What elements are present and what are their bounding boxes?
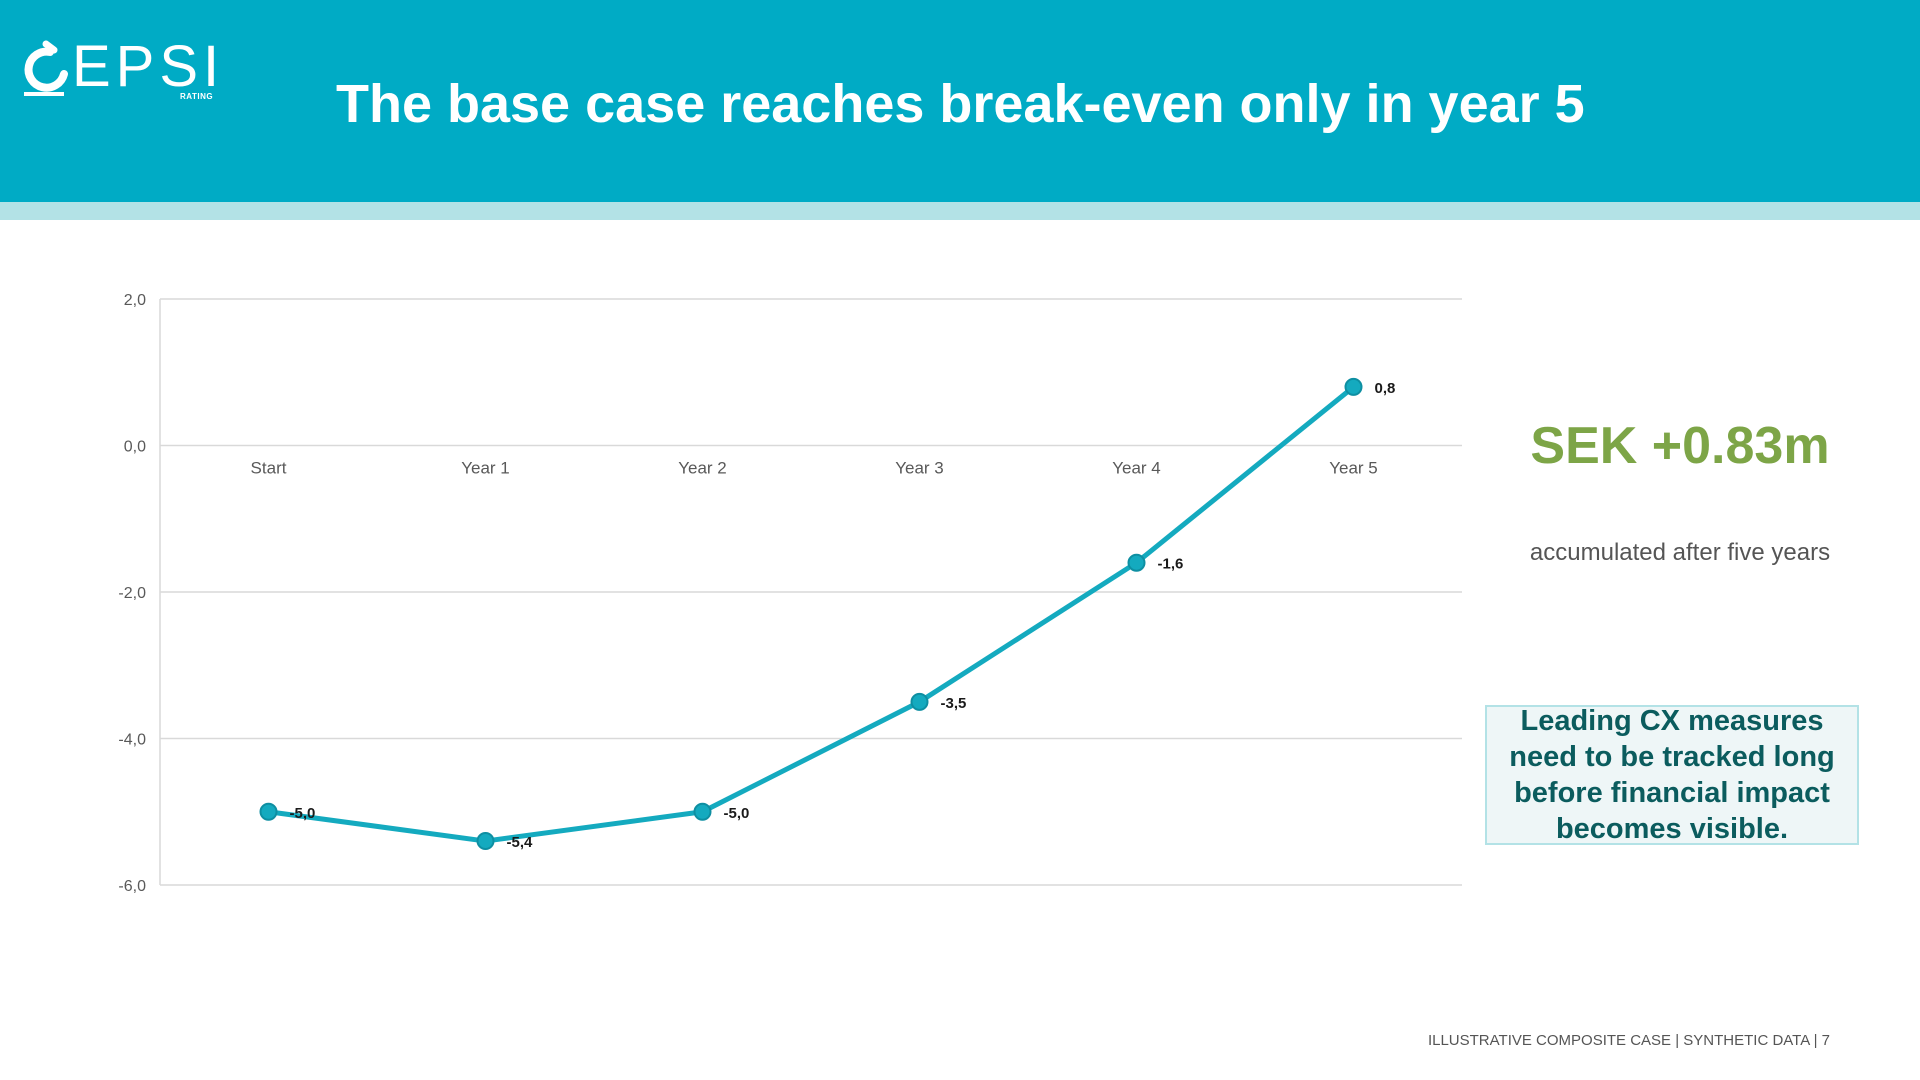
header-stripe: [0, 202, 1920, 220]
data-point: [259, 802, 278, 821]
y-tick-label: -4,0: [118, 732, 146, 749]
y-tick-label: -6,0: [118, 878, 146, 895]
callout-text: Leading CX measures need to be tracked l…: [1509, 705, 1835, 845]
series-line: [266, 384, 1356, 844]
data-point: [1344, 377, 1363, 396]
callout-box: Leading CX measures need to be tracked l…: [1485, 705, 1859, 845]
data-label: 0,8: [1375, 380, 1396, 397]
data-label: -3,5: [941, 695, 967, 712]
data-point: [1127, 553, 1146, 572]
kpi-caption: accumulated after five years: [1529, 539, 1831, 566]
header-bar: [0, 0, 1920, 202]
data-point: [693, 802, 712, 821]
x-tick-label: Year 4: [1112, 459, 1161, 478]
logo-mark-icon: [24, 40, 68, 96]
x-tick-label: Year 5: [1329, 459, 1378, 478]
data-label: -1,6: [1158, 556, 1184, 573]
y-tick-label: 2,0: [124, 292, 146, 309]
y-tick-label: 0,0: [124, 439, 146, 456]
footer-note: ILLUSTRATIVE COMPOSITE CASE | SYNTHETIC …: [1427, 1032, 1830, 1049]
x-tick-label: Year 1: [461, 459, 510, 478]
data-label: -5,0: [290, 805, 316, 822]
logo-wordmark: EPSI: [72, 34, 225, 99]
logo-subtext: RATING: [180, 92, 214, 101]
kpi-value: SEK +0.83m: [1530, 417, 1830, 475]
y-tick-label: -2,0: [118, 585, 146, 602]
data-point: [910, 692, 929, 711]
page-title: The base case reaches break-even only in…: [336, 74, 1585, 134]
x-tick-label: Year 2: [678, 459, 727, 478]
x-tick-label: Start: [251, 459, 287, 478]
x-tick-label: Year 3: [895, 459, 944, 478]
data-point: [476, 832, 495, 851]
data-label: -5,0: [724, 805, 750, 822]
data-label: -5,4: [507, 834, 534, 851]
epsi-logo: EPSI RATING: [20, 38, 220, 108]
